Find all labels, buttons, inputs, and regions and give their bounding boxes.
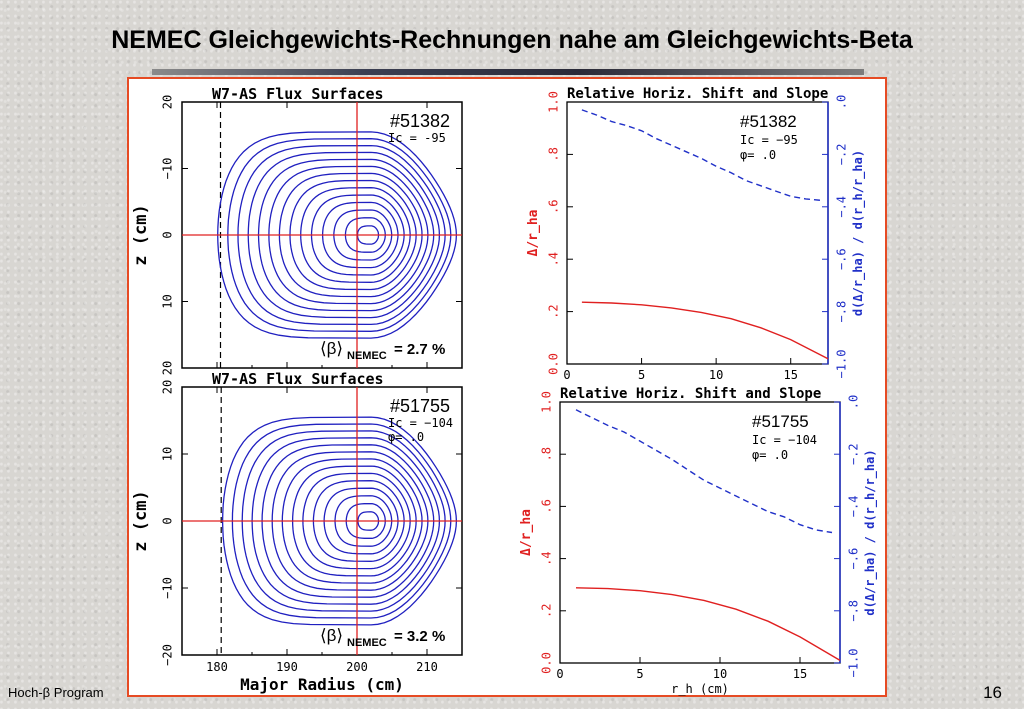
y-tick-label: 10 (161, 294, 175, 308)
y-tick-label-right: −.6 (835, 248, 849, 270)
shot-number: #51382 (740, 112, 797, 131)
beta-subscript: NEMEC (347, 637, 387, 649)
slope-curve (581, 109, 821, 201)
coil-current-label: Ic = −95 (740, 133, 798, 147)
beta-value: = 2.7 % (394, 341, 445, 358)
plot-title: W7-AS Flux Surfaces (212, 370, 384, 388)
x-tick-label: 5 (636, 667, 643, 681)
y-tick-label-left: 1.0 (540, 391, 554, 413)
beta-subscript: NEMEC (347, 350, 387, 362)
y-tick-label-left: 0.0 (540, 652, 554, 674)
beta-value: = 3.2 % (394, 628, 445, 645)
coil-current-label: Ic = −104 (388, 416, 453, 430)
x-tick-label: 190 (276, 660, 298, 674)
shot-number: #51755 (390, 396, 450, 416)
y-tick-label-right: .0 (835, 95, 849, 109)
y-tick-label-right: −.6 (847, 548, 861, 570)
x-tick-label: 15 (793, 667, 807, 681)
shot-number: #51382 (390, 111, 450, 131)
y-tick-label-right: −.2 (847, 443, 861, 465)
y-tick-label: 20 (161, 361, 175, 375)
y-axis-label: z (cm) (131, 490, 151, 551)
plot-title: W7-AS Flux Surfaces (212, 85, 384, 103)
y-axis-label-left: Δ/r_ha (519, 509, 534, 556)
x-tick-label: 5 (638, 368, 645, 382)
shift-curve (581, 301, 829, 360)
beta-symbol: ⟨β⟩ (320, 339, 343, 358)
coil-current-label: Ic = -95 (388, 131, 446, 145)
y-tick-label-right: −1.0 (835, 350, 849, 379)
y-tick-label-right: .0 (847, 395, 861, 409)
y-tick-label-right: −.2 (835, 144, 849, 166)
y-tick-label-right: −.8 (847, 600, 861, 622)
y-tick-label-left: .2 (547, 304, 561, 318)
x-tick-label: 15 (783, 368, 797, 382)
x-tick-label: 210 (416, 660, 438, 674)
page-number: 16 (983, 683, 1002, 702)
footer-program-label: Hoch-β Program (8, 685, 104, 700)
shift-curve (575, 587, 841, 662)
y-tick-label: −20 (161, 644, 175, 666)
slope-curve (575, 409, 833, 534)
y-tick-label-right: −1.0 (847, 649, 861, 678)
y-tick-label: −10 (161, 577, 175, 599)
y-tick-label-left: .6 (540, 499, 554, 513)
phi-label: φ= .0 (752, 448, 788, 462)
y-tick-label: 0 (161, 517, 175, 524)
y-axis-label-right: d(Δ/r_ha) / d(r_h/r_ha) (851, 150, 866, 316)
shot-number: #51755 (752, 412, 809, 431)
y-tick-label-right: −.4 (847, 496, 861, 518)
y-axis-label-left: Δ/r_ha (526, 209, 541, 256)
y-tick-label: 0 (161, 231, 175, 238)
phi-label: φ= .0 (388, 430, 424, 444)
x-tick-label: 0 (556, 667, 563, 681)
x-axis-label: Major Radius (cm) (240, 675, 404, 694)
x-axis-label: r_h (cm) (671, 682, 729, 696)
x-tick-label: 200 (346, 660, 368, 674)
y-tick-label-right: −.8 (835, 301, 849, 323)
title-rule (152, 69, 864, 75)
y-axis-label-right: d(Δ/r_ha) / d(r_h/r_ha) (863, 449, 878, 615)
y-tick-label-right: −.4 (835, 196, 849, 218)
y-tick-label: 20 (161, 380, 175, 394)
y-tick-label: 20 (161, 95, 175, 109)
y-tick-label: −10 (161, 158, 175, 180)
y-tick-label: 10 (161, 447, 175, 461)
phi-label: φ= .0 (740, 148, 776, 162)
y-tick-label-left: .8 (540, 447, 554, 461)
coil-current-label: Ic = −104 (752, 433, 817, 447)
y-tick-label-left: 0.0 (547, 353, 561, 375)
x-tick-label: 0 (563, 368, 570, 382)
y-tick-label-left: .4 (547, 252, 561, 266)
y-tick-label-left: .2 (540, 604, 554, 618)
plot-title: Relative Horiz. Shift and Slope (560, 386, 821, 402)
y-tick-label-left: .8 (547, 147, 561, 161)
x-tick-label: 10 (713, 667, 727, 681)
y-tick-label-left: .4 (540, 551, 554, 565)
x-tick-label: 180 (206, 660, 228, 674)
y-tick-label-left: 1.0 (547, 91, 561, 113)
y-tick-label-left: .6 (547, 200, 561, 214)
slide-title: NEMEC Gleichgewichts-Rechnungen nahe am … (111, 26, 913, 54)
plot-title: Relative Horiz. Shift and Slope (567, 86, 828, 102)
y-axis-label: z (cm) (131, 204, 151, 265)
beta-symbol: ⟨β⟩ (320, 626, 343, 645)
x-tick-label: 10 (709, 368, 723, 382)
